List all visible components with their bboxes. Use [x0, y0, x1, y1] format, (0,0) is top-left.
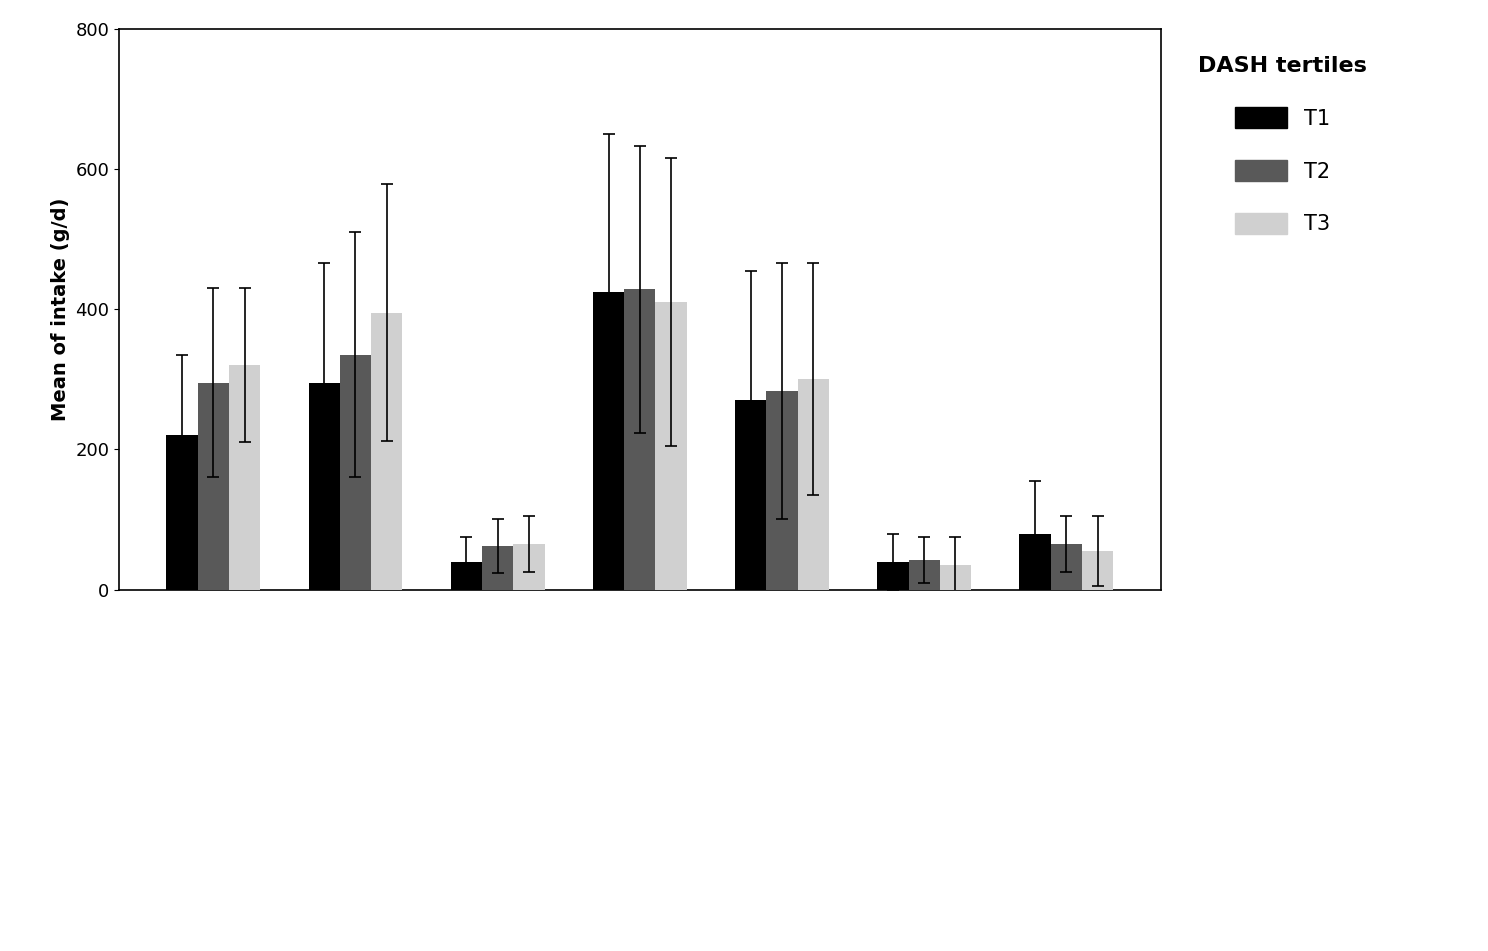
Bar	[451, 561, 482, 590]
Bar	[592, 292, 623, 590]
Bar	[909, 560, 940, 590]
Bar	[229, 365, 260, 590]
Y-axis label: Mean of intake (g/d): Mean of intake (g/d)	[51, 198, 70, 420]
Bar	[1082, 551, 1113, 590]
Bar	[198, 382, 229, 590]
Bar	[1019, 534, 1051, 590]
Bar	[766, 391, 798, 590]
Bar	[339, 355, 371, 590]
Bar	[371, 313, 402, 590]
Bar	[878, 561, 909, 590]
Bar	[167, 436, 198, 590]
Bar	[656, 302, 687, 590]
Bar	[1051, 544, 1082, 590]
Bar	[482, 546, 513, 590]
Bar	[513, 544, 545, 590]
Bar	[735, 400, 766, 590]
Bar	[623, 289, 656, 590]
Bar	[308, 382, 339, 590]
Legend: T1, T2, T3: T1, T2, T3	[1181, 39, 1384, 251]
Bar	[940, 565, 972, 590]
Bar	[798, 379, 829, 590]
